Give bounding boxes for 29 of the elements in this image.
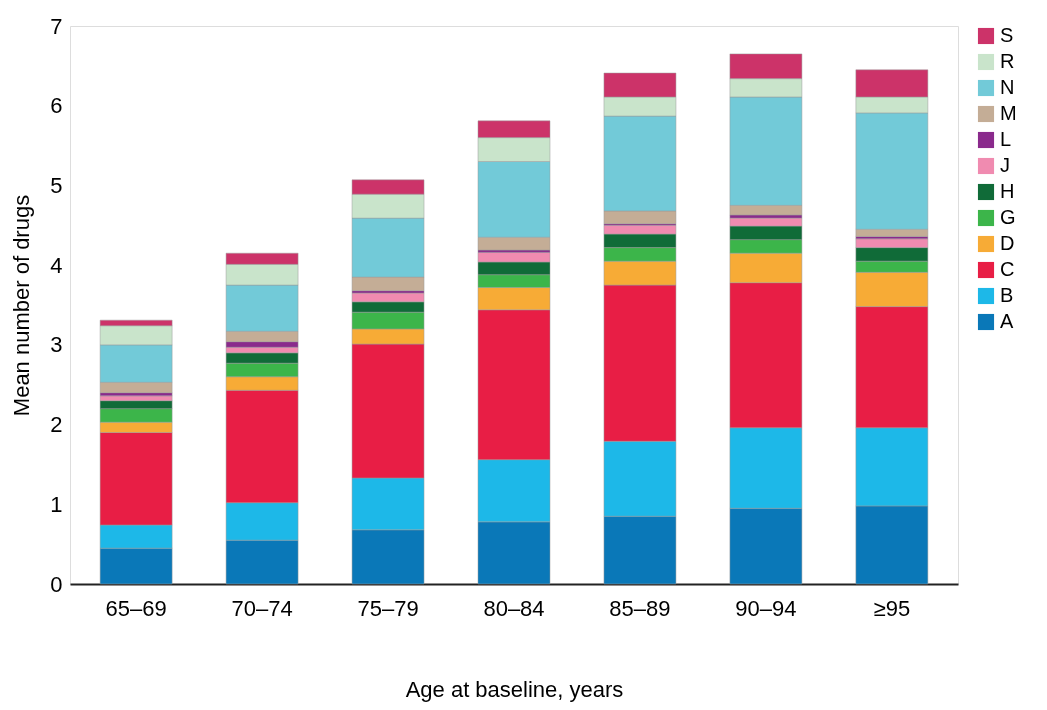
legend-label: G [1000,206,1016,228]
y-axis-title: Mean number of drugs [9,194,35,417]
x-tick-label: ≥95 [873,595,911,621]
legend-label: A [1000,310,1014,332]
x-tick-label: 75–79 [357,595,419,621]
legend-label: N [1000,76,1015,98]
x-axis-title: Age at baseline, years [405,676,624,702]
legend-label: R [1000,50,1015,72]
x-tick-label: 85–89 [609,595,671,621]
y-tick-label: 7 [50,13,63,39]
y-tick-label: 2 [50,412,63,438]
y-tick-label: 5 [50,172,63,198]
legend-label: M [1000,102,1017,124]
legend-label: H [1000,180,1015,202]
legend-label: C [1000,258,1015,280]
x-tick-label: 90–94 [735,595,797,621]
y-tick-label: 4 [50,252,63,278]
y-tick-label: 6 [50,93,63,119]
y-tick-label: 3 [50,332,63,358]
x-tick-label: 70–74 [231,595,293,621]
x-tick-label: 65–69 [105,595,167,621]
x-tick-label: 80–84 [483,595,545,621]
legend-label: D [1000,232,1015,254]
y-tick-label: 0 [50,571,63,597]
legend-label: S [1000,24,1014,46]
legend-label: J [1000,154,1010,176]
y-tick-label: 1 [50,491,63,517]
legend-label: B [1000,284,1014,306]
legend-label: L [1000,128,1012,150]
